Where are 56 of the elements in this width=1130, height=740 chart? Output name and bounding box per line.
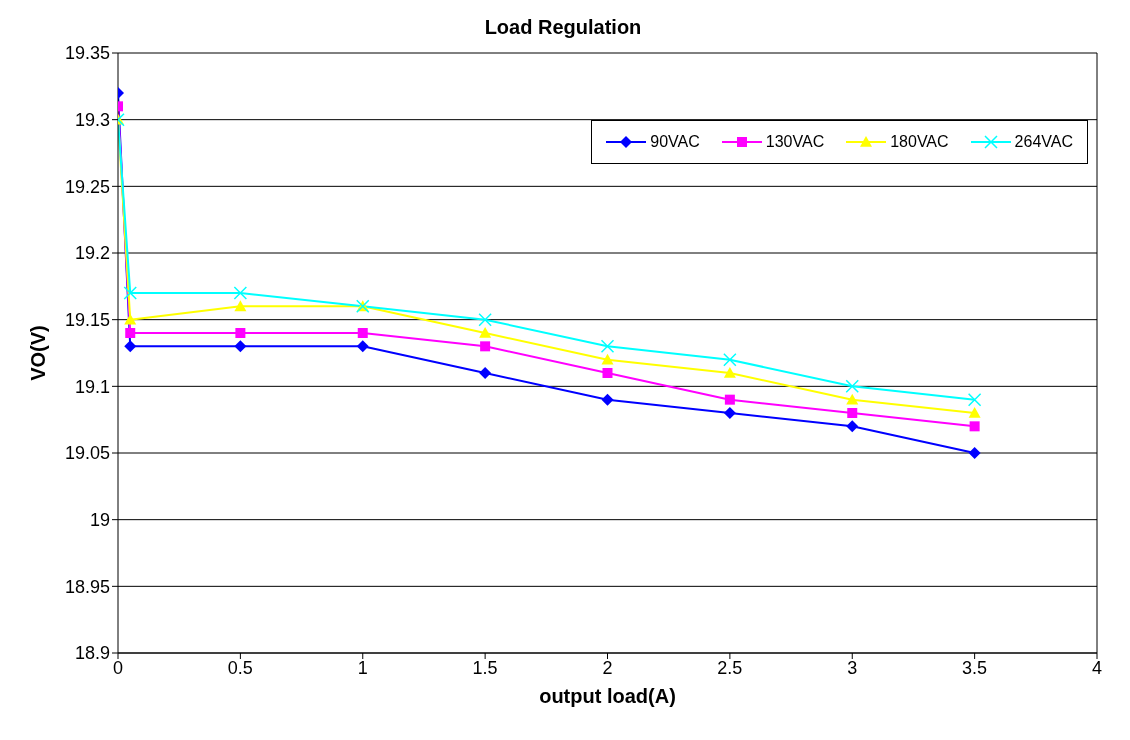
point [968,407,981,418]
point [124,340,137,353]
y-tick-label: 19.05 [64,443,110,464]
y-tick-label: 18.9 [74,643,110,664]
point [723,352,737,367]
point [123,286,137,300]
point [478,312,492,327]
point [124,313,137,325]
point [600,339,615,354]
x-tick-label: 2.5 [717,657,743,678]
x-tick-label: 3.5 [962,657,988,678]
y-axis-title: VO(V) [27,325,50,381]
x-tick-label: 1.5 [472,657,498,678]
point [601,353,614,365]
point [723,407,736,419]
chart-title: Load Regulation [483,16,643,39]
y-tick-label: 19.15 [64,310,110,331]
point [479,367,492,379]
point [234,340,247,353]
point [125,328,136,338]
point [356,340,369,353]
legend-label: 130VAC [765,133,825,151]
y-tick-label: 19.2 [74,243,110,264]
point [479,327,492,338]
legend-label: 264VAC [1014,133,1073,151]
y-tick-label: 18.95 [64,576,110,597]
point [846,420,859,433]
x-tick-label: 0 [112,657,124,678]
point [845,379,859,394]
point [601,393,614,406]
point [968,447,981,459]
point [234,300,247,312]
point [235,328,246,338]
y-tick-label: 19.1 [74,376,110,397]
point [969,421,980,432]
point [357,328,368,338]
point [480,341,491,352]
x-tick-label: 0.5 [227,657,253,678]
y-tick-label: 19.35 [64,43,110,64]
point [846,393,859,405]
point [967,392,982,407]
point [724,394,735,405]
x-tick-label: 3 [847,657,858,678]
point [602,368,613,378]
x-tick-label: 2 [602,657,613,678]
point [233,286,248,300]
point [723,367,736,378]
y-tick-label: 19.25 [64,176,110,197]
x-tick-label: 4 [1091,657,1103,678]
x-tick-label: 1 [357,657,368,678]
legend-label: 180VAC [890,133,949,151]
y-tick-label: 19.3 [74,110,110,131]
legend-label: 90VAC [650,133,700,151]
point [847,408,858,418]
x-axis-title: output load(A) [539,685,676,707]
y-tick-label: 19 [89,510,110,531]
